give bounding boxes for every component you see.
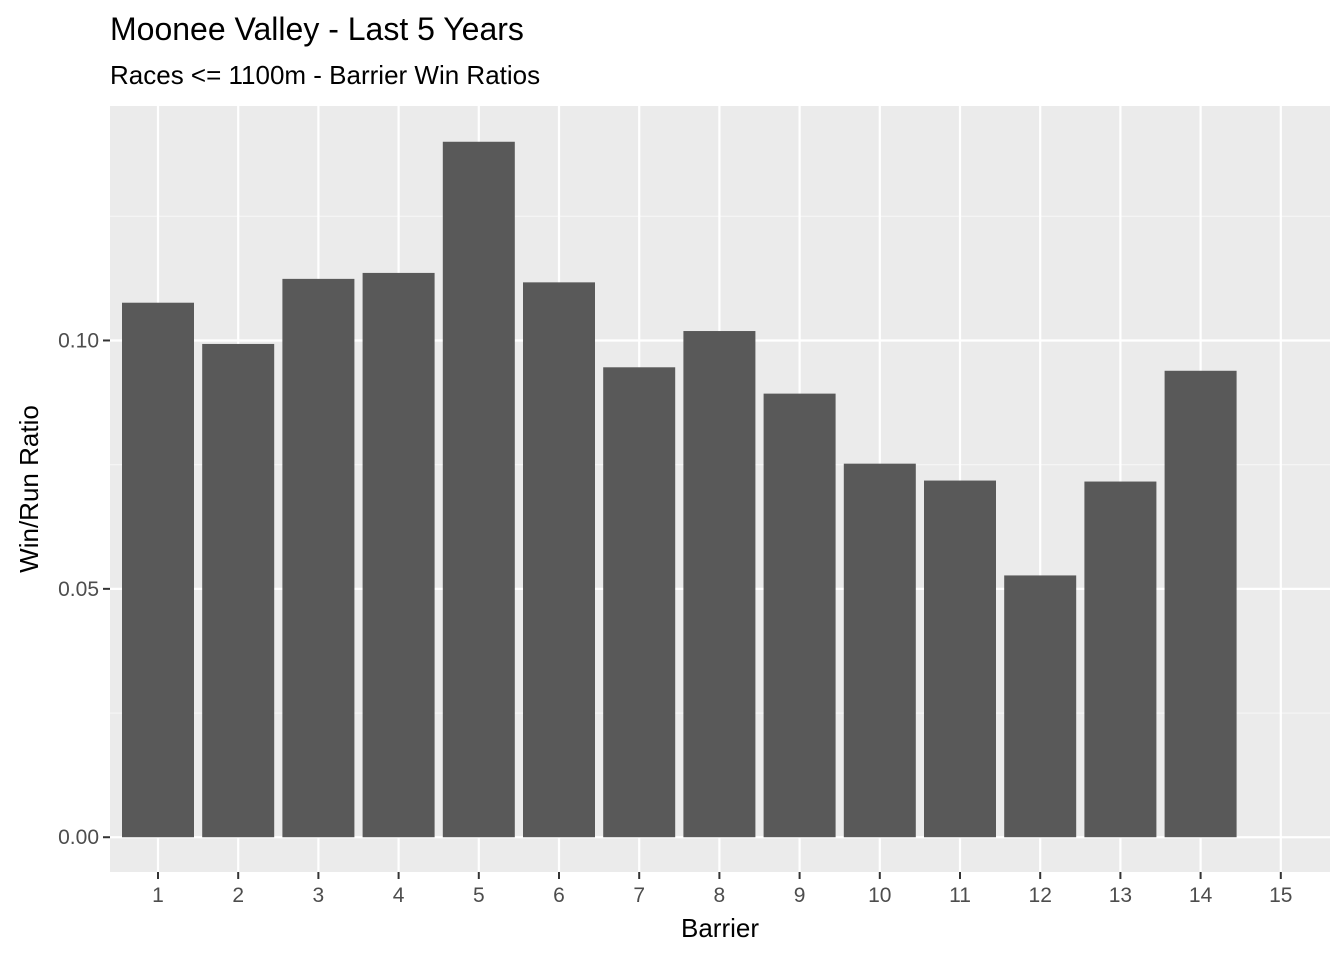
x-tick-label: 14 bbox=[1189, 884, 1213, 907]
bar-barrier-14 bbox=[1164, 370, 1237, 838]
bar-barrier-5 bbox=[442, 141, 515, 838]
x-tick-label: 11 bbox=[949, 884, 971, 907]
x-tick-label: 10 bbox=[868, 884, 891, 907]
bar-barrier-1 bbox=[122, 302, 194, 838]
x-tick-label: 13 bbox=[1109, 884, 1132, 907]
bar-barrier-4 bbox=[362, 272, 435, 838]
bar-barrier-8 bbox=[683, 331, 756, 838]
y-tick-label: 0.05 bbox=[58, 578, 99, 601]
bar-barrier-13 bbox=[1084, 481, 1157, 838]
x-tick-label: 9 bbox=[794, 884, 806, 907]
bar-barrier-3 bbox=[282, 278, 355, 838]
x-axis: 1 2 3 4 5 6 7 8 9 10 11 12 13 14 15 bbox=[152, 872, 1292, 907]
x-tick-label: 8 bbox=[714, 884, 726, 907]
chart-title: Moonee Valley - Last 5 Years bbox=[110, 11, 524, 47]
chart-subtitle: Races <= 1100m - Barrier Win Ratios bbox=[110, 60, 540, 90]
x-axis-title: Barrier bbox=[681, 913, 759, 943]
x-tick-label: 3 bbox=[313, 884, 325, 907]
bar-barrier-2 bbox=[202, 343, 275, 838]
x-tick-label: 6 bbox=[553, 884, 565, 907]
y-tick-label: 0.00 bbox=[58, 826, 99, 849]
bar-barrier-9 bbox=[763, 393, 836, 838]
y-axis-title: Win/Run Ratio bbox=[14, 405, 44, 573]
bar-barrier-11 bbox=[924, 480, 996, 838]
x-tick-label: 4 bbox=[393, 884, 405, 907]
y-tick-label: 0.10 bbox=[58, 329, 99, 352]
x-tick-label: 1 bbox=[152, 884, 164, 907]
bar-barrier-10 bbox=[843, 463, 916, 838]
x-tick-label: 7 bbox=[633, 884, 645, 907]
x-tick-label: 12 bbox=[1029, 884, 1052, 907]
bar-barrier-12 bbox=[1004, 575, 1077, 838]
y-axis: 0.00 0.05 0.10 bbox=[58, 329, 110, 849]
bars bbox=[122, 141, 1237, 838]
x-tick-label: 15 bbox=[1269, 884, 1292, 907]
x-tick-label: 5 bbox=[473, 884, 485, 907]
bar-barrier-6 bbox=[523, 282, 595, 838]
x-tick-label: 2 bbox=[232, 884, 244, 907]
bar-barrier-7 bbox=[603, 367, 676, 838]
